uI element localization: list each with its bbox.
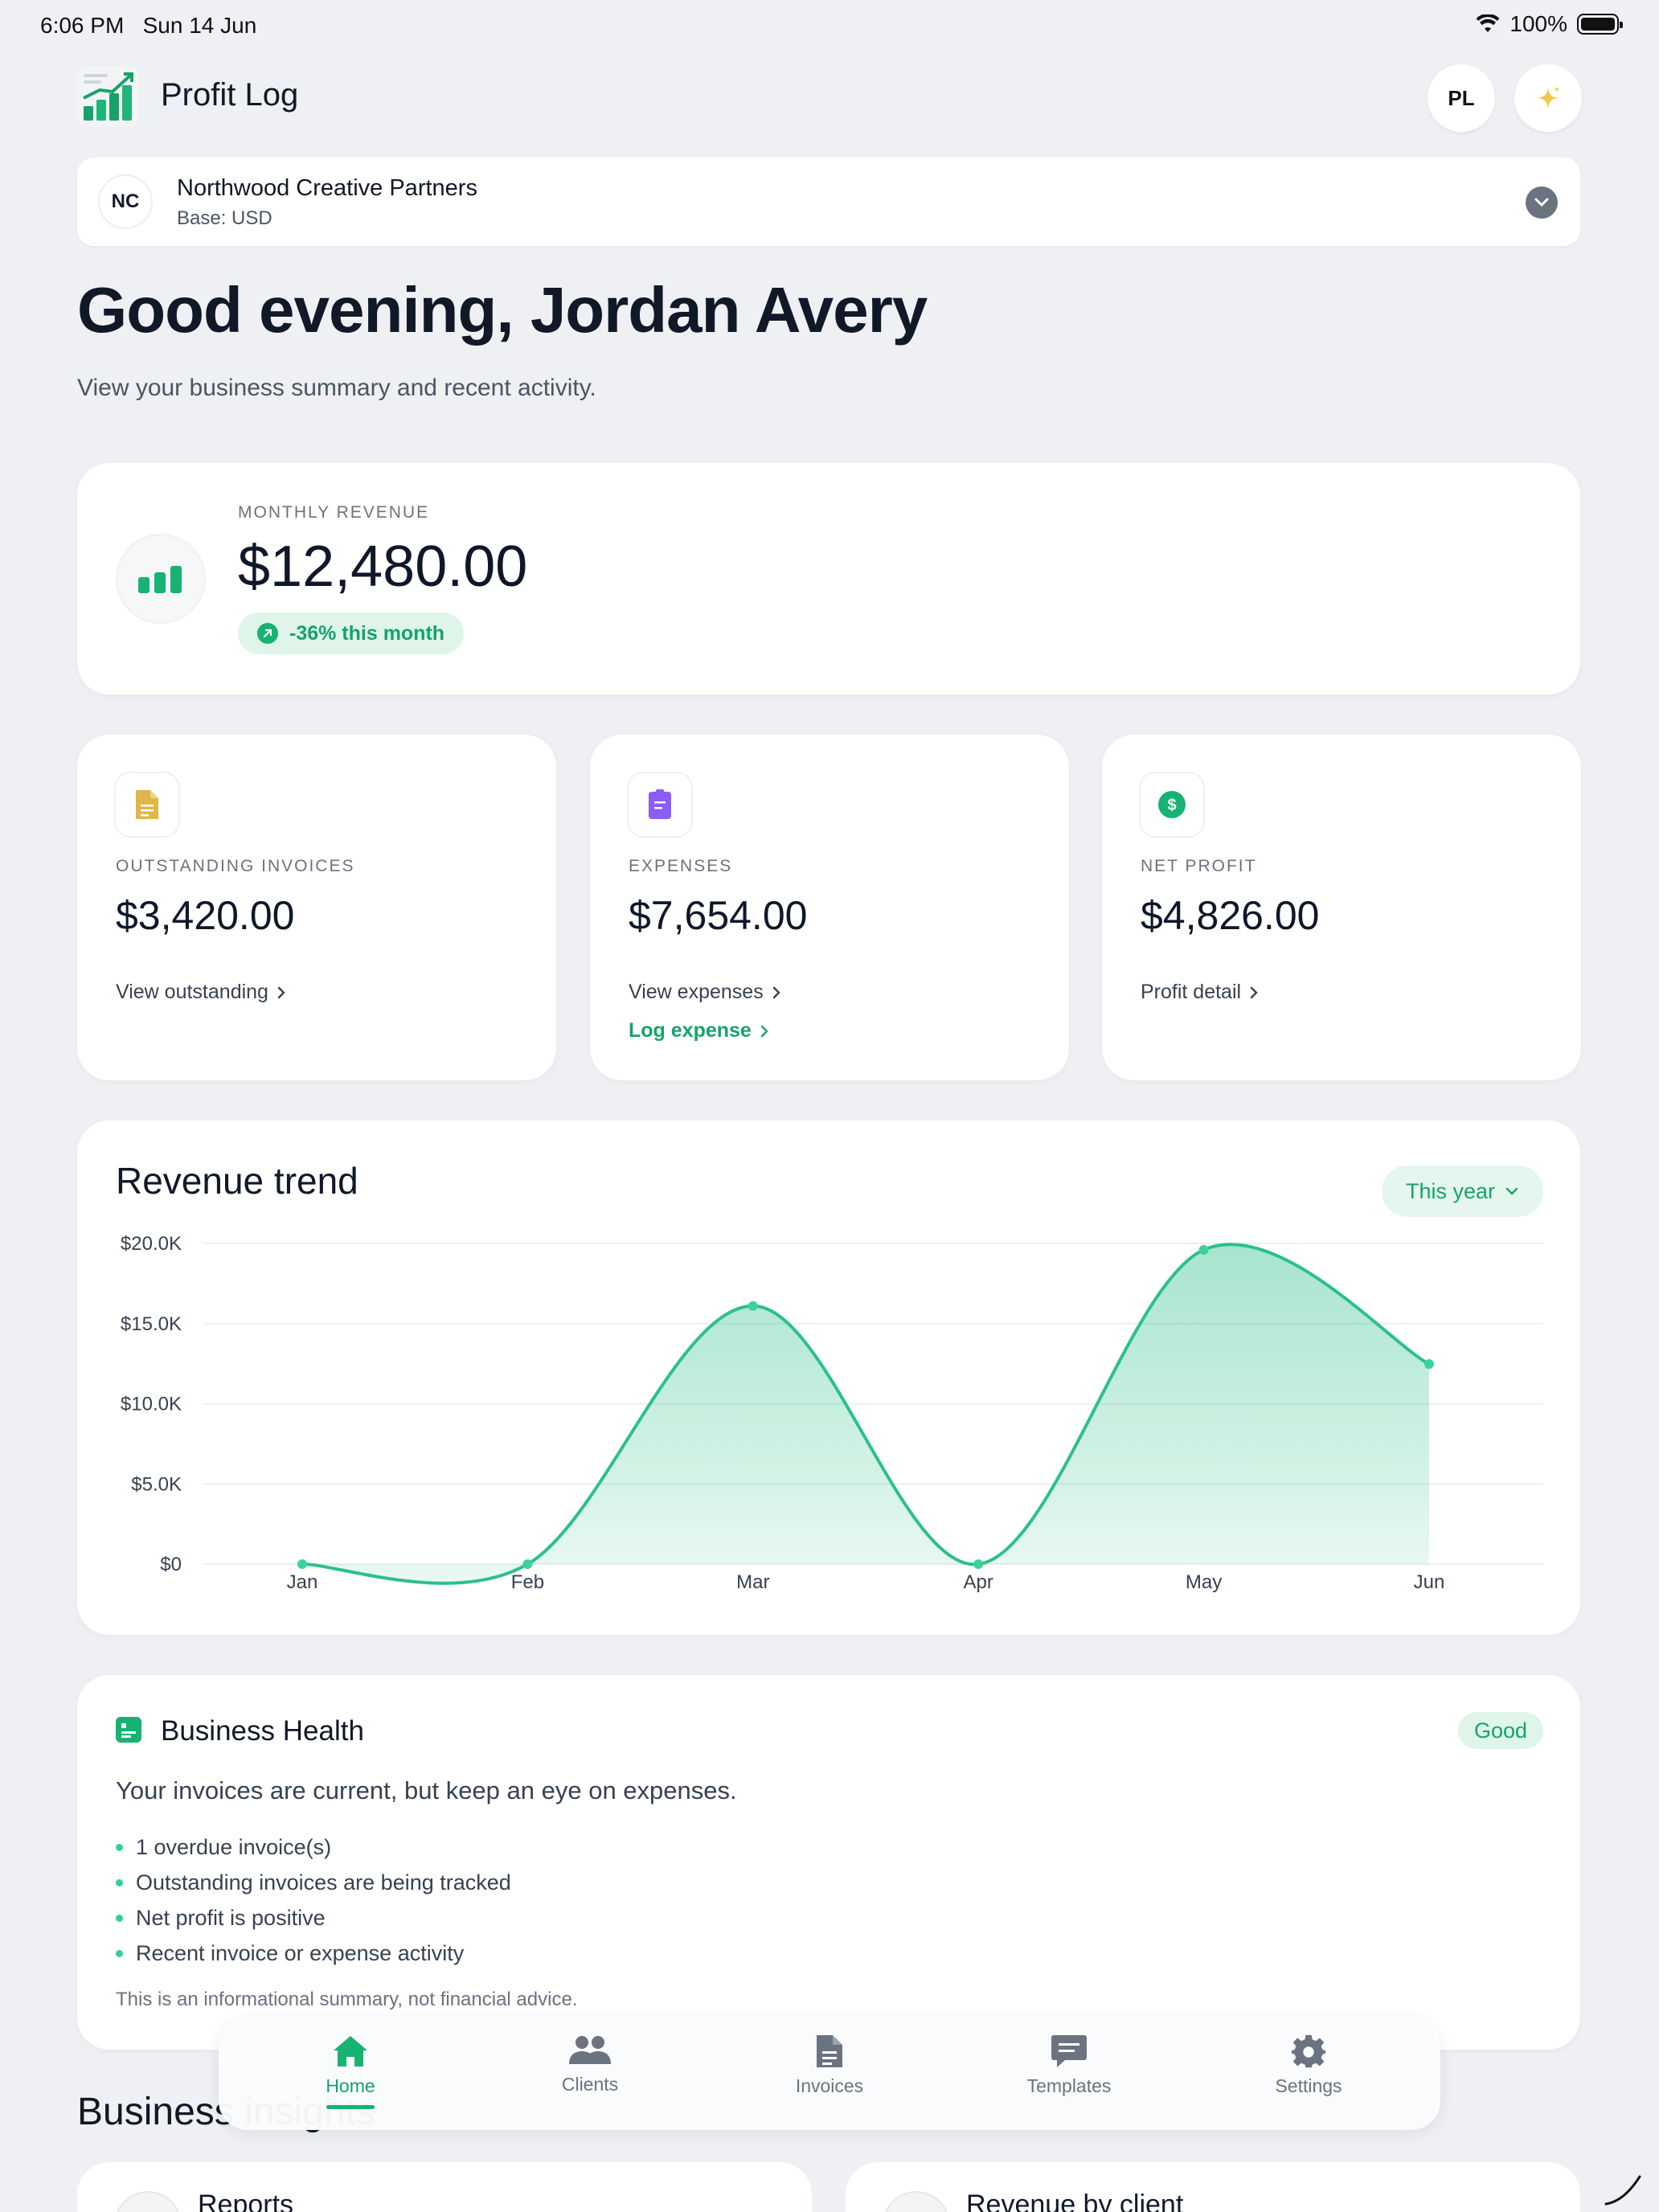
stat-value: $7,654.00 bbox=[629, 893, 808, 938]
tab-invoices[interactable]: Invoices bbox=[749, 2034, 910, 2097]
list-item: Recent invoice or expense activity bbox=[116, 1936, 511, 1971]
greeting-subtitle: View your business summary and recent ac… bbox=[77, 375, 596, 401]
x-tick-label: Jan bbox=[287, 1571, 318, 1593]
stat-value: $4,826.00 bbox=[1141, 893, 1320, 938]
status-time: 6:06 PM Sun 14 Jun bbox=[40, 13, 257, 38]
chevron-down-icon bbox=[1505, 1187, 1518, 1195]
business-base-currency: Base: USD bbox=[177, 207, 272, 229]
reports-icon bbox=[114, 2191, 182, 2212]
avatar-initials: PL bbox=[1448, 85, 1475, 110]
stat-label: OUTSTANDING INVOICES bbox=[116, 857, 355, 875]
date-range-dropdown[interactable]: This year bbox=[1381, 1165, 1543, 1217]
data-point-apr bbox=[973, 1559, 984, 1569]
business-health-title: Business Health bbox=[161, 1715, 364, 1747]
log-expense-link[interactable]: Log expense bbox=[629, 1019, 769, 1043]
list-item: Outstanding invoices are being tracked bbox=[116, 1865, 511, 1900]
list-item: Net profit is positive bbox=[116, 1900, 511, 1936]
status-indicators: 100% bbox=[1476, 11, 1623, 37]
tab-templates[interactable]: Templates bbox=[989, 2034, 1149, 2097]
x-tick-label: Jun bbox=[1414, 1571, 1445, 1593]
y-tick-label: $5.0K bbox=[131, 1473, 182, 1495]
view-outstanding-link[interactable]: View outstanding bbox=[116, 981, 286, 1004]
revenue-trend-title: Revenue trend bbox=[116, 1160, 358, 1202]
y-tick-label: $15.0K bbox=[121, 1313, 182, 1335]
reports-label: Reports bbox=[198, 2189, 294, 2212]
bottom-tab-bar: Home Clients Invoices Templates Settings bbox=[219, 2017, 1440, 2130]
data-point-may bbox=[1198, 1244, 1209, 1255]
revenue-trend-chart: $0 $5.0K $10.0K $15.0K $20.0K Jan Feb Mar Apr May… bbox=[121, 1233, 1543, 1593]
monthly-revenue-card[interactable]: MONTHLY REVENUE $12,480.00 -36% this mon… bbox=[77, 463, 1580, 694]
data-point-jun bbox=[1424, 1359, 1434, 1370]
outstanding-invoices-card[interactable]: OUTSTANDING INVOICES $3,420.00 View outs… bbox=[77, 735, 556, 1080]
x-tick-label: Feb bbox=[511, 1571, 544, 1593]
net-profit-card[interactable]: $ NET PROFIT $4,826.00 Profit detail bbox=[1102, 735, 1581, 1080]
clients-chart-icon bbox=[883, 2191, 950, 2212]
battery-percent: 100% bbox=[1509, 11, 1567, 36]
svg-text:$: $ bbox=[1167, 797, 1176, 814]
sparkle-icon bbox=[1537, 86, 1560, 109]
revenue-change-text: -36% this month bbox=[289, 621, 445, 645]
users-icon bbox=[569, 2036, 611, 2064]
active-tab-indicator bbox=[326, 2105, 375, 2109]
wifi-icon bbox=[1476, 14, 1500, 32]
monthly-revenue-value: $12,480.00 bbox=[238, 535, 528, 599]
ai-assistant-button[interactable] bbox=[1514, 64, 1582, 132]
app-title: Profit Log bbox=[161, 77, 299, 113]
y-tick-label: $20.0K bbox=[121, 1233, 182, 1255]
tab-clients[interactable]: Clients bbox=[510, 2034, 670, 2095]
invoice-icon bbox=[817, 2035, 842, 2067]
stat-label: NET PROFIT bbox=[1141, 857, 1257, 875]
profile-avatar-button[interactable]: PL bbox=[1428, 64, 1495, 132]
revenue-by-client-label: Revenue by client bbox=[966, 2189, 1184, 2212]
revenue-area bbox=[302, 1244, 1429, 1583]
revenue-by-client-card[interactable]: Revenue by client bbox=[846, 2162, 1580, 2212]
view-expenses-link[interactable]: View expenses bbox=[629, 981, 781, 1004]
data-point-mar bbox=[748, 1301, 758, 1311]
chevron-down-icon bbox=[1526, 186, 1558, 219]
x-tick-label: Apr bbox=[964, 1571, 993, 1593]
list-item: 1 overdue invoice(s) bbox=[116, 1829, 511, 1865]
reports-card[interactable]: Reports bbox=[77, 2162, 812, 2212]
data-point-feb bbox=[522, 1559, 533, 1569]
x-tick-label: Mar bbox=[736, 1571, 769, 1593]
y-tick-label: $10.0K bbox=[121, 1394, 182, 1415]
health-summary: Your invoices are current, but keep an e… bbox=[116, 1776, 737, 1804]
chevron-right-icon bbox=[1250, 986, 1258, 998]
business-health-card: Business Health Good Your invoices are c… bbox=[77, 1675, 1580, 2050]
health-disclaimer: This is an informational summary, not fi… bbox=[116, 1989, 578, 2010]
health-report-icon bbox=[116, 1717, 141, 1743]
arrow-up-right-icon bbox=[257, 623, 278, 644]
health-status-badge: Good bbox=[1457, 1712, 1543, 1749]
data-point-jan bbox=[297, 1559, 307, 1569]
pencil-scribble-icon bbox=[1604, 2175, 1641, 2206]
home-icon bbox=[334, 2036, 367, 2067]
health-checklist: 1 overdue invoice(s) Outstanding invoice… bbox=[116, 1829, 511, 1971]
bar-chart-icon bbox=[116, 534, 206, 624]
document-icon bbox=[114, 772, 180, 838]
app-logo bbox=[77, 66, 138, 127]
tab-home[interactable]: Home bbox=[270, 2034, 431, 2109]
greeting-heading: Good evening, Jordan Avery bbox=[77, 274, 928, 346]
expenses-card[interactable]: EXPENSES $7,654.00 View expenses Log exp… bbox=[590, 735, 1069, 1080]
revenue-trend-card: $0 $5.0K $10.0K $15.0K $20.0K Jan Feb Mar Apr May… bbox=[77, 1120, 1580, 1635]
dollar-icon: $ bbox=[1139, 772, 1205, 838]
stat-value: $3,420.00 bbox=[116, 893, 295, 938]
chevron-right-icon bbox=[772, 986, 780, 998]
receipt-icon bbox=[627, 772, 693, 838]
business-selector[interactable]: NC Northwood Creative Partners Base: USD bbox=[77, 158, 1580, 246]
chat-template-icon bbox=[1051, 2035, 1087, 2067]
chevron-right-icon bbox=[760, 1025, 768, 1037]
profit-detail-link[interactable]: Profit detail bbox=[1141, 981, 1259, 1004]
battery-icon bbox=[1577, 14, 1623, 35]
business-name: Northwood Creative Partners bbox=[177, 175, 477, 201]
business-initials-badge: NC bbox=[98, 174, 153, 229]
revenue-change-badge: -36% this month bbox=[238, 612, 465, 654]
monthly-revenue-label: MONTHLY REVENUE bbox=[238, 503, 430, 522]
y-tick-label: $0 bbox=[160, 1554, 182, 1575]
chevron-right-icon bbox=[277, 986, 285, 998]
stat-label: EXPENSES bbox=[629, 857, 733, 875]
x-tick-label: May bbox=[1186, 1571, 1222, 1593]
gear-icon bbox=[1291, 2034, 1326, 2068]
tab-settings[interactable]: Settings bbox=[1228, 2034, 1389, 2097]
